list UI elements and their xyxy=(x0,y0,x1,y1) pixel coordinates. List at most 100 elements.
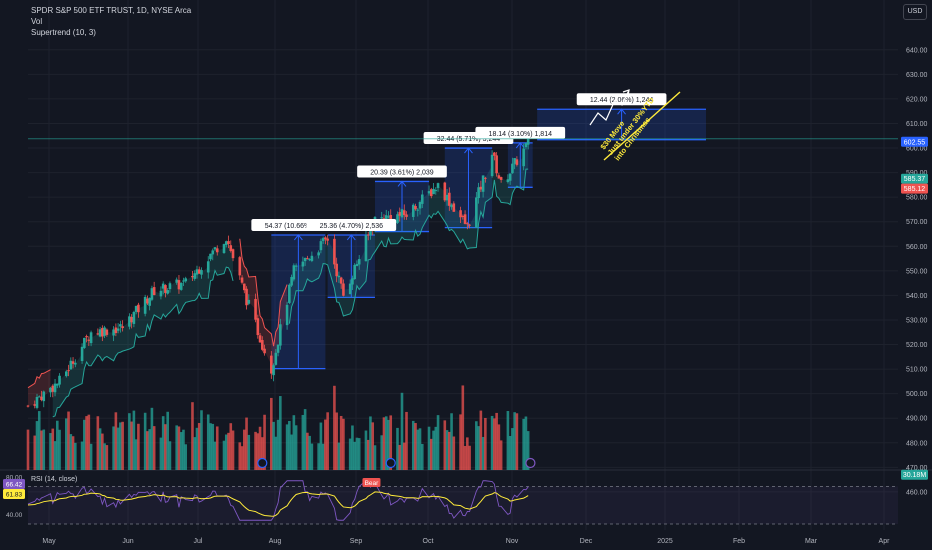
volume-bar xyxy=(513,412,516,470)
candle-body xyxy=(310,255,314,262)
candle-body xyxy=(448,192,451,206)
price-tag xyxy=(901,183,928,194)
volume-bar xyxy=(461,385,465,470)
candle-body xyxy=(351,278,354,285)
volume-bar xyxy=(319,422,323,470)
measure-arrow-head xyxy=(397,180,407,187)
volume-bar xyxy=(40,430,43,470)
symbol-title[interactable]: SPDR S&P 500 ETF TRUST, 1D, NYSE Arca xyxy=(31,6,192,15)
volume-bar xyxy=(389,415,393,470)
volume-bar xyxy=(288,420,291,470)
volume-bars xyxy=(26,385,530,470)
measure-label-box xyxy=(475,126,566,139)
candle-body xyxy=(337,275,341,278)
candle-body xyxy=(89,332,93,344)
candle-body xyxy=(213,247,217,250)
volume-bar xyxy=(71,436,75,470)
volume-bar xyxy=(164,424,167,470)
candle-body xyxy=(499,177,503,180)
candle-body xyxy=(26,405,30,407)
candle-body xyxy=(414,206,417,210)
volume-bar xyxy=(37,411,41,470)
candle-body xyxy=(179,282,183,290)
volume-bar xyxy=(526,431,530,470)
volume-bar xyxy=(477,426,480,470)
candle-body xyxy=(387,216,390,218)
volume-bar xyxy=(112,426,115,470)
candle-body xyxy=(175,279,178,283)
volume-bar xyxy=(436,415,440,470)
volume-bar xyxy=(353,441,356,470)
candle-body xyxy=(184,278,188,282)
currency-button[interactable]: USD xyxy=(903,4,927,20)
candle-body xyxy=(215,248,219,253)
candle-body xyxy=(326,238,329,241)
measure-label: 54.37 (10.66%) 5,437 xyxy=(265,223,332,230)
volume-bar xyxy=(168,441,172,470)
candle-body xyxy=(254,298,257,320)
time-tick-label: Aug xyxy=(269,538,282,545)
rsi-title[interactable]: RSI (14, close) xyxy=(31,476,78,483)
volume-bar xyxy=(193,437,197,470)
volume-bar xyxy=(74,442,77,470)
price-tick-label: 610.00 xyxy=(906,121,928,128)
volume-bar xyxy=(524,416,528,470)
volume-bar xyxy=(405,411,408,470)
candle-body xyxy=(380,217,384,219)
time-tick-label: Oct xyxy=(423,538,434,545)
candle-body xyxy=(416,209,420,211)
volume-bar xyxy=(197,423,201,470)
volume-bar xyxy=(231,430,235,470)
price-tag-label: 585.37 xyxy=(904,176,926,183)
volume-indicator-label[interactable]: Vol xyxy=(31,17,43,26)
volume-bar xyxy=(351,425,354,470)
candle-body xyxy=(103,327,106,336)
volume-bar xyxy=(114,412,118,470)
candle-body xyxy=(515,159,519,165)
volume-bar xyxy=(508,435,512,470)
volume-bar xyxy=(130,421,133,470)
volume-bar xyxy=(51,428,55,470)
candle-body xyxy=(195,269,199,275)
candle-body xyxy=(402,210,406,216)
candle-body xyxy=(206,261,210,273)
volume-bar xyxy=(177,426,181,470)
candle-body xyxy=(369,230,372,236)
volume-bar xyxy=(432,430,435,470)
volume-bar xyxy=(96,416,100,470)
supertrend-indicator-label[interactable]: Supertrend (10, 3) xyxy=(31,28,96,37)
event-marker-icon xyxy=(385,457,396,469)
volume-bar xyxy=(506,411,510,470)
price-tick-label: 490.00 xyxy=(906,416,928,423)
price-tick-label: 530.00 xyxy=(906,317,928,324)
volume-bar xyxy=(400,392,404,470)
candle-body xyxy=(67,370,70,372)
projection-path xyxy=(589,89,630,126)
volume-bar xyxy=(256,433,260,470)
price-tick-label: 470.00 xyxy=(906,465,928,472)
volume-bar xyxy=(159,437,163,470)
candle-body xyxy=(292,265,296,280)
candle-body xyxy=(35,396,39,408)
price-tick-label: 510.00 xyxy=(906,367,928,374)
time-axis: May Jun Jul Aug Sep Oct Nov Dec 2025 Feb Mar Apr xyxy=(42,538,890,545)
volume-bar xyxy=(276,419,280,470)
candle-body xyxy=(396,214,399,223)
volume-bar xyxy=(364,430,368,470)
volume-bar xyxy=(33,435,37,470)
price-tick-label: 500.00 xyxy=(906,391,928,398)
volume-bar xyxy=(270,397,273,470)
volume-bar xyxy=(466,437,469,470)
measure-label-box xyxy=(357,165,447,178)
candle-body xyxy=(258,335,262,343)
measure-label: 18.14 (3.10%) 1,814 xyxy=(489,131,553,138)
candle-body xyxy=(128,316,131,327)
candle-body xyxy=(429,189,433,197)
candle-body xyxy=(197,269,201,274)
volume-bar xyxy=(371,422,375,470)
candle-body xyxy=(200,270,203,275)
volume-bar xyxy=(335,412,338,470)
event-markers xyxy=(257,457,536,469)
projection-arrow xyxy=(622,89,630,97)
